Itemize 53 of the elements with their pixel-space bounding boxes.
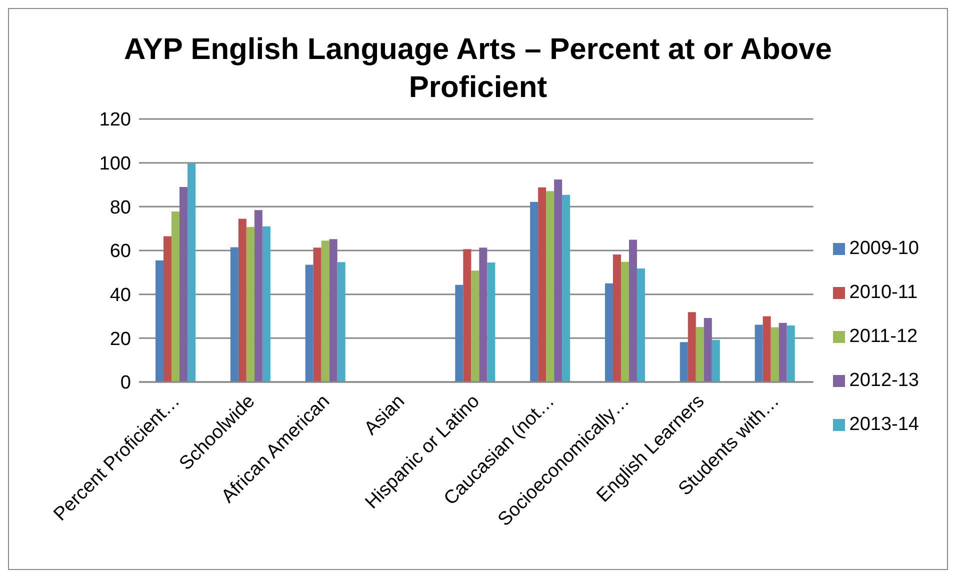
legend-label: 2010-11 — [849, 282, 918, 303]
bar — [463, 249, 472, 382]
bar — [254, 210, 262, 382]
bar — [636, 268, 645, 382]
y-tick-label: 80 — [110, 197, 131, 218]
bar — [612, 254, 621, 382]
bar — [762, 316, 771, 382]
bar — [337, 262, 346, 382]
bar — [778, 322, 787, 382]
bar — [230, 247, 238, 382]
y-tick-label: 0 — [120, 372, 131, 394]
chart-title: AYP English Language Arts – Percent at or Above Proficient — [123, 32, 833, 106]
bar — [604, 283, 613, 382]
bar — [628, 240, 637, 382]
bar — [546, 191, 554, 382]
bar — [238, 218, 246, 382]
y-tick-label: 120 — [99, 110, 131, 131]
bar — [487, 262, 496, 382]
bar — [562, 194, 570, 382]
y-tick-label: 60 — [110, 241, 131, 262]
bar — [246, 226, 254, 382]
bar — [754, 324, 763, 382]
bar — [455, 284, 464, 382]
bar — [187, 162, 196, 382]
legend-label: 2012-13 — [849, 370, 919, 391]
bar — [712, 340, 720, 382]
bar — [538, 187, 546, 382]
bar — [171, 211, 180, 382]
bar — [696, 326, 704, 382]
bar — [179, 186, 188, 382]
bar — [479, 248, 488, 382]
bar — [554, 179, 562, 382]
bar — [786, 325, 795, 382]
bar — [163, 236, 172, 382]
bar — [770, 327, 779, 382]
bar — [262, 226, 270, 382]
bar — [688, 312, 696, 382]
y-tick-label: 100 — [99, 154, 131, 175]
legend-label: 2011-12 — [849, 326, 918, 347]
bar — [155, 260, 164, 382]
bar — [620, 262, 629, 382]
y-tick-label: 20 — [110, 328, 131, 350]
bar — [321, 240, 330, 382]
bar — [471, 270, 480, 382]
y-tick-label: 40 — [110, 285, 131, 306]
legend-label: 2009-10 — [849, 238, 919, 259]
bar — [329, 239, 338, 382]
bar — [704, 318, 712, 382]
bar — [305, 264, 314, 382]
legend-label: 2013-14 — [849, 414, 919, 435]
bar — [530, 202, 538, 382]
bar — [680, 342, 688, 382]
bar — [313, 248, 322, 382]
